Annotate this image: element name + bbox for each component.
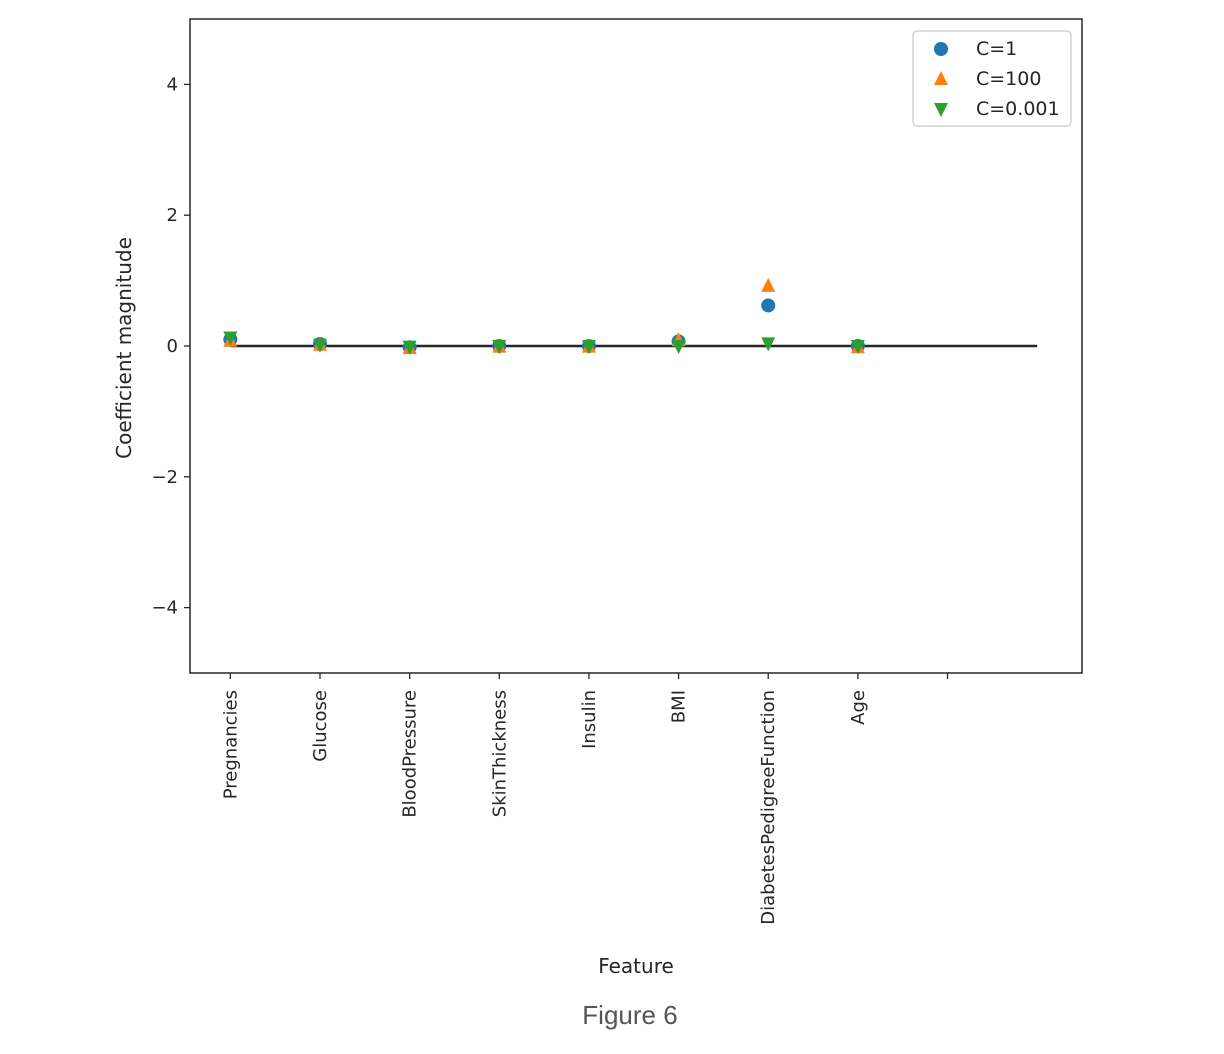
y-tick-label: −2 bbox=[151, 467, 178, 488]
data-point bbox=[402, 340, 417, 355]
series-triangle-up bbox=[223, 277, 865, 354]
y-axis-label: Coefficient magnitude bbox=[112, 237, 136, 459]
x-tick-label: DiabetesPedigreeFunction bbox=[758, 690, 779, 925]
legend: C=1 C=100 C=0.001 bbox=[912, 30, 1072, 127]
x-tick-label: SkinThickness bbox=[489, 690, 510, 817]
data-point bbox=[671, 340, 686, 354]
data-point bbox=[761, 277, 776, 292]
x-tick-label: Pregnancies bbox=[220, 690, 241, 799]
data-point bbox=[312, 338, 327, 353]
data-point bbox=[581, 340, 596, 354]
series-triangle-down bbox=[223, 331, 865, 355]
legend-label: C=100 bbox=[976, 68, 1041, 90]
figure-caption: Figure 6 bbox=[582, 1000, 678, 1030]
x-tick-label: Age bbox=[848, 690, 869, 725]
y-tick-label: −4 bbox=[151, 598, 178, 619]
data-point bbox=[850, 340, 865, 354]
data-point bbox=[492, 340, 507, 354]
legend-marker bbox=[934, 42, 948, 56]
legend-marker bbox=[934, 103, 948, 117]
data-point bbox=[223, 331, 238, 346]
y-tick-label: 2 bbox=[167, 205, 178, 226]
x-axis-label: Feature bbox=[598, 954, 674, 978]
x-tick-label: Glucose bbox=[310, 690, 331, 762]
y-tick-label: 0 bbox=[167, 336, 178, 357]
legend-marker bbox=[934, 71, 948, 85]
data-point bbox=[761, 337, 776, 352]
data-point bbox=[761, 298, 776, 313]
legend-box bbox=[912, 30, 1072, 127]
y-tick-label: 4 bbox=[167, 74, 178, 95]
legend-label: C=1 bbox=[976, 38, 1017, 60]
x-tick-label: BMI bbox=[669, 690, 690, 723]
x-tick-label: Insulin bbox=[579, 690, 600, 749]
plot-layer: −4 −2 0 2 4 Pregnancies Glucose BloodPressure Sk… bbox=[151, 18, 1083, 925]
x-tick-label: BloodPressure bbox=[400, 690, 421, 818]
legend-label: C=0.001 bbox=[976, 98, 1060, 120]
